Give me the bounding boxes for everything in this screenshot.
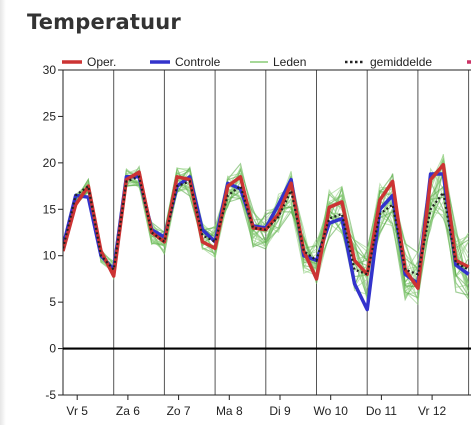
legend-label: gemiddelde: [370, 55, 432, 69]
legend-label: Controle: [175, 55, 221, 69]
legend-label: Leden: [273, 55, 306, 69]
x-tick-label: Vr 12: [418, 404, 447, 418]
x-tick-label: Wo 10: [313, 404, 348, 418]
y-tick-label: -5: [45, 388, 56, 402]
x-axis-day-labels: Vr 5 Za 6 Zo 7 Ma 8 Di 9 Wo 10 Do 11 Vr 12: [66, 395, 447, 418]
y-axis-ticks: -5 0 5 10 15 20 25 30: [43, 63, 63, 402]
legend-label: Oper.: [87, 55, 116, 69]
x-tick-label: Ma 8: [216, 404, 243, 418]
card-edge-shadow: [0, 0, 6, 425]
y-tick-label: 5: [49, 295, 56, 309]
y-tick-label: 30: [43, 63, 57, 77]
y-tick-label: 25: [43, 109, 57, 123]
main-series-lines: [63, 162, 470, 312]
y-tick-label: 15: [43, 202, 57, 216]
ensemble-member-line: [63, 165, 470, 284]
x-tick-label: Do 11: [366, 404, 397, 418]
gemiddelde-series-line: [63, 175, 470, 276]
day-separators: [113, 70, 470, 395]
y-tick-label: 20: [43, 156, 57, 170]
chart-title: Temperatuur: [27, 10, 181, 34]
y-tick-label: 0: [49, 342, 56, 356]
y-tick-label: 10: [43, 249, 57, 263]
x-tick-label: Zo 7: [167, 404, 191, 418]
chart-axes: [62, 69, 471, 396]
chart-legend: Oper. Controle Leden gemiddelde: [62, 55, 471, 69]
ensemble-member-line: [63, 168, 470, 300]
x-tick-label: Di 9: [269, 404, 291, 418]
x-tick-label: Vr 5: [66, 404, 88, 418]
x-tick-label: Za 6: [116, 404, 140, 418]
